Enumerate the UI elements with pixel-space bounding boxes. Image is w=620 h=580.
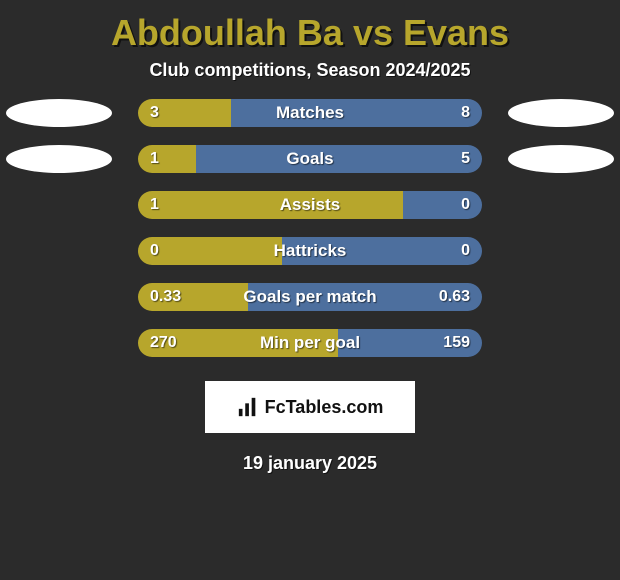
stat-row: 38Matches (0, 99, 620, 127)
date-text: 19 january 2025 (0, 433, 620, 474)
stat-label: Hattricks (138, 237, 482, 265)
logo-text: FcTables.com (265, 397, 384, 418)
team-badge-left (6, 99, 112, 127)
bar-track: 0.330.63Goals per match (138, 283, 482, 311)
stat-row: 0.330.63Goals per match (0, 283, 620, 311)
bar-track: 10Assists (138, 191, 482, 219)
subtitle: Club competitions, Season 2024/2025 (0, 60, 620, 99)
bar-track: 270159Min per goal (138, 329, 482, 357)
player-left-name: Abdoullah Ba (111, 12, 343, 53)
stat-label: Min per goal (138, 329, 482, 357)
bar-track: 15Goals (138, 145, 482, 173)
team-badge-right (508, 99, 614, 127)
stat-label: Goals per match (138, 283, 482, 311)
barchart-icon (237, 396, 259, 418)
page-title: Abdoullah Ba vs Evans (0, 0, 620, 60)
team-badge-left (6, 145, 112, 173)
stat-row: 00Hattricks (0, 237, 620, 265)
bar-track: 38Matches (138, 99, 482, 127)
stat-row: 10Assists (0, 191, 620, 219)
team-badge-right (508, 145, 614, 173)
comparison-chart: 38Matches 15Goals 10Assists 00Hattricks 0.33… (0, 99, 620, 357)
player-right-name: Evans (403, 12, 509, 53)
stat-label: Assists (138, 191, 482, 219)
logo-box: FcTables.com (205, 381, 415, 433)
stat-row: 270159Min per goal (0, 329, 620, 357)
stat-row: 15Goals (0, 145, 620, 173)
vs-text: vs (343, 12, 403, 53)
stat-label: Matches (138, 99, 482, 127)
stat-label: Goals (138, 145, 482, 173)
bar-track: 00Hattricks (138, 237, 482, 265)
